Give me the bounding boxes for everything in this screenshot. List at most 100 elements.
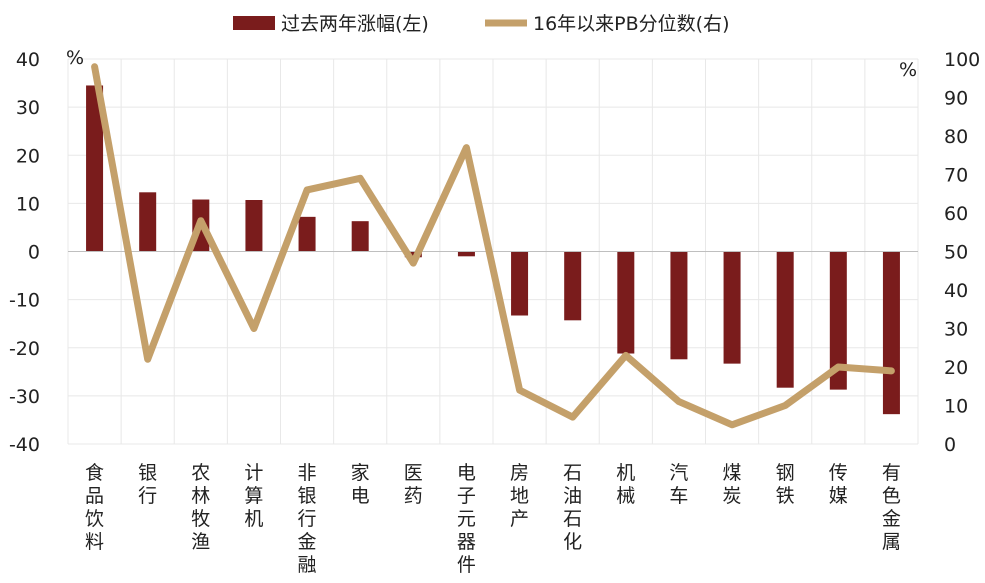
bar-4	[245, 200, 263, 252]
category-char: 农	[191, 462, 210, 484]
category-char: 品	[85, 485, 104, 507]
category-char: 机	[244, 508, 263, 530]
category-label-7: 医药	[404, 462, 423, 507]
bar-5	[298, 216, 316, 252]
category-char: 牧	[191, 508, 210, 530]
category-char: 药	[404, 485, 423, 507]
category-char: 房	[510, 462, 529, 484]
category-label-2: 银行	[138, 462, 157, 507]
legend-bar-swatch	[233, 16, 275, 30]
category-char: 车	[669, 485, 688, 507]
category-char: 银	[298, 485, 317, 507]
category-label-13: 煤炭	[723, 462, 742, 507]
category-char: 煤	[723, 462, 742, 484]
category-label-14: 钢铁	[776, 462, 795, 507]
left-axis-ticks: -40 -30 -20 -10 0 10 20 30 40	[9, 49, 40, 456]
category-char: 医	[404, 462, 423, 484]
category-char: 林	[191, 485, 210, 507]
category-char: 属	[882, 531, 901, 553]
category-char: 铁	[776, 485, 795, 507]
category-char: 电	[351, 485, 370, 507]
bar-6	[351, 221, 369, 252]
category-char: 金	[298, 531, 317, 553]
category-char: 械	[616, 485, 635, 507]
left-tick-label: 10	[16, 193, 40, 215]
category-char: 行	[298, 508, 317, 530]
category-labels: 食品饮料银行农林牧渔计算机非银行金融家电医药电子元器件房地产石油石化机械汽车煤炭…	[85, 462, 901, 576]
right-tick-label: 60	[944, 203, 968, 225]
category-char: 非	[298, 462, 317, 484]
category-char: 料	[85, 531, 104, 553]
legend-bar-label: 过去两年涨幅(左)	[281, 13, 429, 35]
category-label-5: 非银行金融	[298, 462, 317, 576]
right-tick-label: 80	[944, 126, 968, 148]
category-label-10: 石油石化	[563, 462, 582, 553]
bar-11	[617, 251, 635, 354]
category-char: 色	[882, 485, 901, 507]
left-tick-label: -20	[9, 338, 40, 360]
right-tick-label: 70	[944, 165, 968, 187]
bar-2	[139, 192, 157, 252]
right-tick-label: 20	[944, 357, 968, 379]
category-char: 地	[510, 485, 529, 507]
category-char: 融	[298, 554, 317, 576]
category-char: 食	[85, 462, 104, 484]
bar-1	[86, 85, 104, 252]
category-char: 银	[138, 462, 157, 484]
right-tick-label: 0	[944, 434, 956, 456]
right-axis-ticks: 0 10 20 30 40 50 60 70 80 90 100	[944, 49, 980, 456]
category-label-3: 农林牧渔	[191, 462, 210, 553]
category-char: 机	[616, 462, 635, 484]
left-tick-label: 30	[16, 97, 40, 119]
right-tick-label: 100	[944, 49, 980, 71]
category-label-15: 传媒	[829, 462, 848, 507]
category-label-9: 房地产	[510, 462, 529, 530]
bar-15	[829, 251, 847, 390]
bar-9	[511, 251, 529, 316]
category-char: 媒	[829, 485, 848, 507]
left-tick-label: -30	[9, 386, 40, 408]
category-label-12: 汽车	[669, 462, 688, 507]
left-tick-label: -10	[9, 290, 40, 312]
category-char: 件	[457, 554, 476, 576]
bar-12	[670, 251, 688, 360]
left-tick-label: 20	[16, 145, 40, 167]
category-char: 行	[138, 485, 157, 507]
legend: 过去两年涨幅(左) 16年以来PB分位数(右)	[233, 13, 730, 35]
category-char: 汽	[669, 462, 688, 484]
left-tick-label: -40	[9, 434, 40, 456]
category-char: 算	[244, 485, 263, 507]
category-label-6: 家电	[351, 462, 370, 507]
category-char: 渔	[191, 531, 210, 553]
bar-7	[404, 251, 422, 258]
category-char: 油	[563, 485, 582, 507]
category-char: 化	[563, 531, 582, 553]
pb-percentile-line	[91, 63, 895, 429]
right-tick-label: 90	[944, 88, 968, 110]
category-char: 计	[244, 462, 263, 484]
left-tick-label: 40	[16, 49, 40, 71]
legend-line-label: 16年以来PB分位数(右)	[533, 13, 730, 35]
bar-13	[723, 251, 741, 364]
category-char: 器	[457, 531, 476, 553]
category-char: 石	[563, 462, 582, 484]
category-char: 传	[829, 462, 848, 484]
category-char: 子	[457, 485, 476, 507]
bar-10	[564, 251, 582, 321]
category-label-16: 有色金属	[882, 462, 901, 553]
category-char: 饮	[85, 508, 104, 530]
line-series	[91, 63, 895, 429]
bar-8	[457, 251, 475, 257]
category-char: 炭	[723, 485, 742, 507]
bar-16	[882, 251, 900, 415]
category-char: 钢	[776, 462, 795, 484]
right-tick-label: 30	[944, 319, 968, 341]
category-char: 有	[882, 462, 901, 484]
right-tick-label: 50	[944, 242, 968, 264]
category-char: 电	[457, 462, 476, 484]
category-char: 产	[510, 508, 529, 530]
category-char: 元	[457, 508, 476, 530]
bar-14	[776, 251, 794, 388]
category-char: 石	[563, 508, 582, 530]
